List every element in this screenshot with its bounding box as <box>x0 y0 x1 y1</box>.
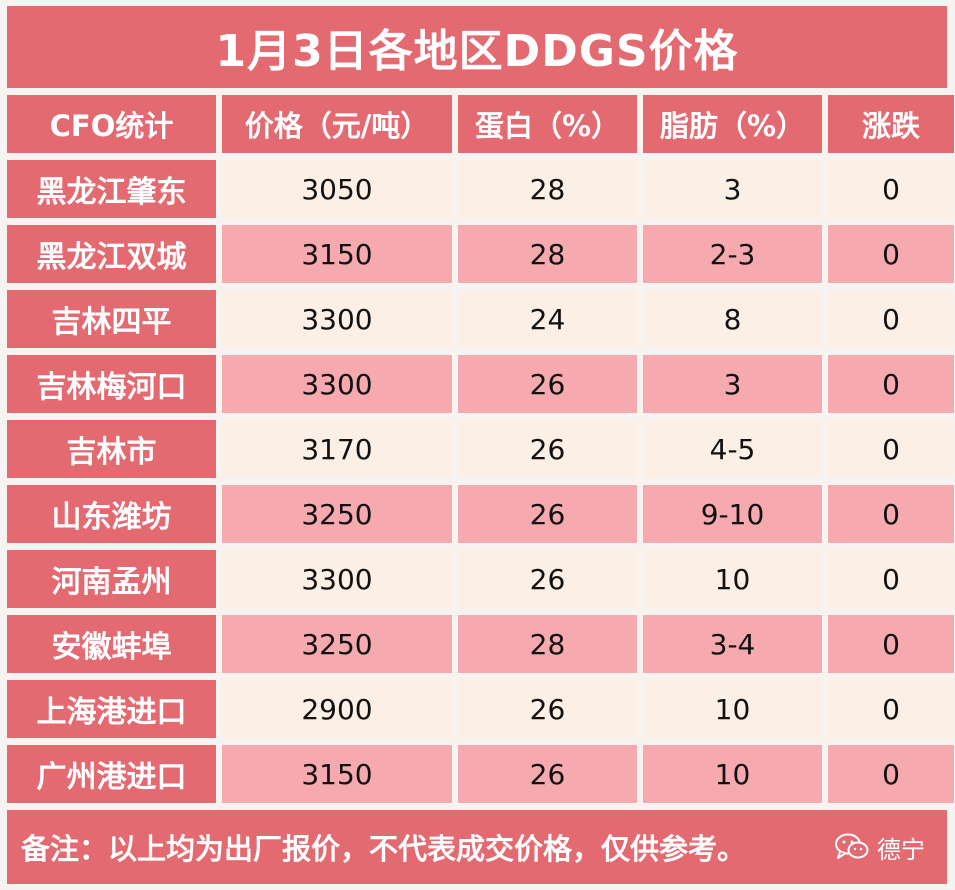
column-header-fat: 脂肪（%） <box>643 95 822 153</box>
protein-cell: 26 <box>458 420 637 478</box>
fat-cell: 2-3 <box>643 225 822 283</box>
column-header-protein: 蛋白（%） <box>458 95 637 153</box>
change-cell: 0 <box>828 615 954 673</box>
protein-cell: 28 <box>458 615 637 673</box>
price-cell: 3250 <box>222 615 452 673</box>
change-cell: 0 <box>828 420 954 478</box>
change-cell: 0 <box>828 355 954 413</box>
price-table: CFO统计 价格（元/吨） 蛋白（%） 脂肪（%） 涨跌 黑龙江肇东 3050 28… <box>7 95 954 803</box>
row-label-region: 黑龙江肇东 <box>7 160 216 218</box>
change-cell: 0 <box>828 680 954 738</box>
row-label-region: 吉林梅河口 <box>7 355 216 413</box>
price-cell: 3300 <box>222 550 452 608</box>
column-header-change: 涨跌 <box>828 95 954 153</box>
fat-cell: 3 <box>643 160 822 218</box>
protein-cell: 28 <box>458 225 637 283</box>
price-cell: 3170 <box>222 420 452 478</box>
protein-cell: 26 <box>458 355 637 413</box>
watermark-text: 德宁 <box>877 835 925 864</box>
price-cell: 3150 <box>222 745 452 803</box>
protein-cell: 26 <box>458 485 637 543</box>
row-label-region: 山东潍坊 <box>7 485 216 543</box>
column-header-price: 价格（元/吨） <box>222 95 452 153</box>
change-cell: 0 <box>828 225 954 283</box>
table-title: 1月3日各地区DDGS价格 <box>7 6 947 88</box>
fat-cell: 3 <box>643 355 822 413</box>
change-cell: 0 <box>828 745 954 803</box>
protein-cell: 28 <box>458 160 637 218</box>
row-label-region: 吉林市 <box>7 420 216 478</box>
protein-cell: 24 <box>458 290 637 348</box>
footer-note-bar: 备注：以上均为出厂报价，不代表成交价格，仅供参考。 德宁 <box>7 810 947 884</box>
row-label-region: 黑龙江双城 <box>7 225 216 283</box>
change-cell: 0 <box>828 290 954 348</box>
wechat-icon <box>835 833 869 861</box>
price-cell: 3300 <box>222 290 452 348</box>
fat-cell: 10 <box>643 680 822 738</box>
price-cell: 3150 <box>222 225 452 283</box>
row-label-region: 安徽蚌埠 <box>7 615 216 673</box>
protein-cell: 26 <box>458 680 637 738</box>
row-label-region: 上海港进口 <box>7 680 216 738</box>
protein-cell: 26 <box>458 745 637 803</box>
fat-cell: 8 <box>643 290 822 348</box>
change-cell: 0 <box>828 160 954 218</box>
price-cell: 3250 <box>222 485 452 543</box>
change-cell: 0 <box>828 485 954 543</box>
row-label-region: 吉林四平 <box>7 290 216 348</box>
footer-note: 备注：以上均为出厂报价，不代表成交价格，仅供参考。 <box>21 832 747 866</box>
fat-cell: 10 <box>643 745 822 803</box>
fat-cell: 4-5 <box>643 420 822 478</box>
change-cell: 0 <box>828 550 954 608</box>
watermark: 德宁 <box>835 810 925 884</box>
fat-cell: 10 <box>643 550 822 608</box>
row-label-region: 河南孟州 <box>7 550 216 608</box>
price-cell: 3300 <box>222 355 452 413</box>
fat-cell: 9-10 <box>643 485 822 543</box>
price-cell: 2900 <box>222 680 452 738</box>
protein-cell: 26 <box>458 550 637 608</box>
price-cell: 3050 <box>222 160 452 218</box>
fat-cell: 3-4 <box>643 615 822 673</box>
column-header-source: CFO统计 <box>7 95 216 153</box>
row-label-region: 广州港进口 <box>7 745 216 803</box>
